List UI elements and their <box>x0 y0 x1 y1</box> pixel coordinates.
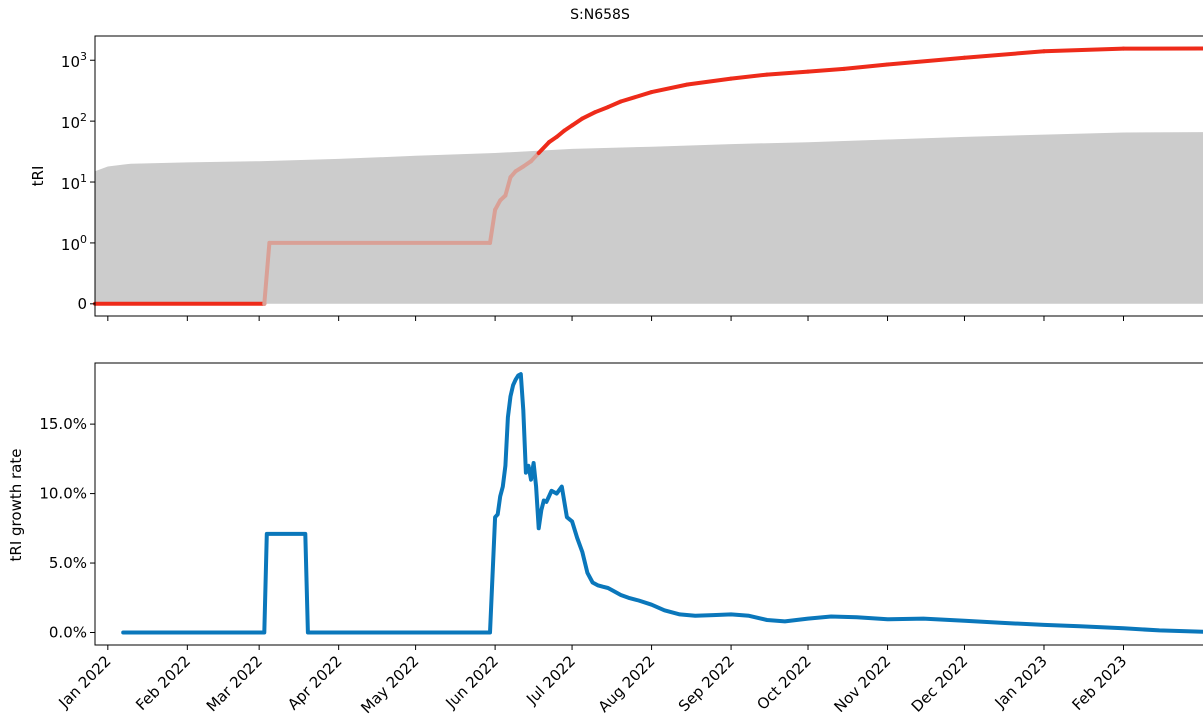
tri-line-segment <box>965 51 1045 57</box>
growth-rate-line <box>123 374 1203 632</box>
growth-y-tick-label: 0.0% <box>49 623 87 641</box>
x-tick-label: Nov 2022 <box>831 652 895 716</box>
tri-y-axis-label: tRI <box>29 166 47 187</box>
tri-line-segment <box>767 72 808 75</box>
x-tick-label: Feb 2022 <box>132 652 194 714</box>
x-tick-label: Mar 2022 <box>203 652 266 715</box>
x-tick-label: Dec 2022 <box>908 652 972 716</box>
tri-line-segment <box>582 112 595 118</box>
tri-line-segment <box>652 85 688 93</box>
tri-y-tick-exponent: 3 <box>80 50 87 63</box>
tri-line-segment <box>1044 49 1124 52</box>
tri-line-segment <box>608 102 621 108</box>
threshold-area <box>95 132 1203 304</box>
tri-y-tick-base: 10 <box>61 175 80 193</box>
growth-line-layer <box>123 374 1203 632</box>
x-tick-label: Oct 2022 <box>753 652 814 713</box>
tri-line-segment <box>844 65 888 69</box>
growth-y-axis-label: tRI growth rate <box>7 449 25 562</box>
tri-y-tick-label: 102 <box>61 111 87 132</box>
x-tick-label: Jun 2022 <box>442 652 502 712</box>
growth-y-tick-label: 5.0% <box>49 554 87 572</box>
x-tick-label: Feb 2023 <box>1068 652 1130 714</box>
tri-line-segment <box>888 58 965 65</box>
tri-y-tick-exponent: 0 <box>80 233 87 246</box>
growth-y-ticks: 0.0% 5.0% 10.0% 15.0% <box>39 415 95 641</box>
tri-y-tick-label: 100 <box>61 233 87 254</box>
x-tick-label: May 2022 <box>357 652 422 717</box>
x-tick-label: Jul 2022 <box>522 652 579 709</box>
tri-x-ticks <box>108 316 1124 321</box>
tri-y-tick-label: 0 <box>77 295 87 313</box>
tri-line-segment <box>621 92 652 101</box>
x-tick-label: Jan 2022 <box>54 652 114 712</box>
tri-line-segment <box>688 79 732 85</box>
x-tick-label: Sep 2022 <box>675 652 738 715</box>
x-tick-label: Apr 2022 <box>284 652 345 713</box>
chart-title: S:N658S <box>570 7 630 23</box>
tri-y-tick-base: 10 <box>61 53 80 71</box>
tri-line-segment <box>731 75 767 79</box>
growth-y-tick-label: 15.0% <box>39 415 87 433</box>
tri-line-segment <box>595 107 608 112</box>
tri-y-tick-label: 101 <box>61 172 87 193</box>
tri-line-segment <box>808 69 844 72</box>
tri-y-tick-base: 10 <box>61 114 80 132</box>
tri-y-tick-base: 10 <box>61 236 80 254</box>
tri-y-tick-exponent: 1 <box>80 172 87 185</box>
x-tick-label: Jan 2023 <box>991 652 1051 712</box>
tri-y-tick-exponent: 2 <box>80 111 87 124</box>
growth-y-tick-label: 10.0% <box>39 485 87 503</box>
threshold-layer <box>95 132 1203 304</box>
x-tick-label: Aug 2022 <box>595 652 659 716</box>
tri-y-tick-label: 103 <box>61 50 87 71</box>
